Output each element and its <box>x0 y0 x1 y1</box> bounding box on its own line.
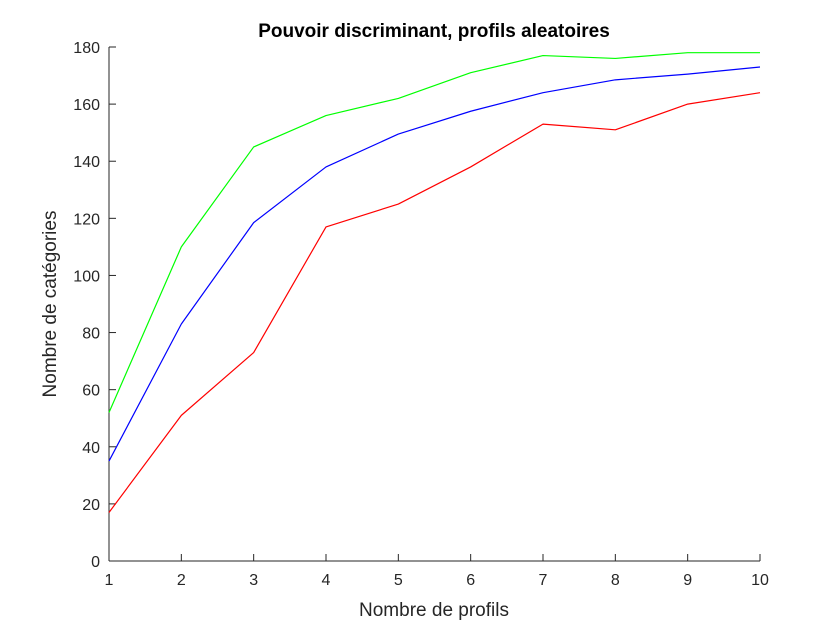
y-tick-label: 120 <box>73 211 100 228</box>
y-tick-label: 0 <box>91 554 100 571</box>
y-ticks: 0 20 40 60 80 100 120 140 160 180 <box>73 40 116 571</box>
y-tick-label: 180 <box>73 40 100 57</box>
chart-title: Pouvoir discriminant, profils aleatoires <box>258 21 610 42</box>
y-tick-label: 60 <box>82 383 100 400</box>
series-line-1 <box>108 52 760 413</box>
x-ticks: 1 2 3 4 5 6 7 8 9 10 <box>105 554 769 589</box>
x-tick-label: 3 <box>249 572 258 589</box>
x-tick-label: 7 <box>539 572 548 589</box>
y-tick-label: 140 <box>73 154 100 171</box>
y-axis-label: Nombre de catégories <box>40 211 61 398</box>
y-tick-label: 80 <box>82 326 100 343</box>
x-tick-label: 5 <box>394 572 403 589</box>
x-tick-label: 9 <box>683 572 692 589</box>
x-tick-label: 10 <box>751 572 769 589</box>
y-tick-label: 20 <box>82 497 100 514</box>
x-tick-label: 6 <box>466 572 475 589</box>
x-tick-label: 8 <box>611 572 620 589</box>
y-tick-label: 160 <box>73 97 100 114</box>
y-tick-label: 100 <box>73 268 100 285</box>
series-group <box>108 52 761 513</box>
x-axis-label: Nombre de profils <box>359 600 509 621</box>
x-tick-label: 4 <box>322 572 331 589</box>
x-tick-label: 2 <box>177 572 186 589</box>
series-line-3 <box>108 92 761 513</box>
x-tick-label: 1 <box>105 572 114 589</box>
series-line-2 <box>108 66 761 462</box>
plot-area: 1 2 3 4 5 6 7 8 9 10 0 20 40 60 80 100 120 140 160 180 <box>73 40 769 589</box>
y-tick-label: 40 <box>82 440 100 457</box>
